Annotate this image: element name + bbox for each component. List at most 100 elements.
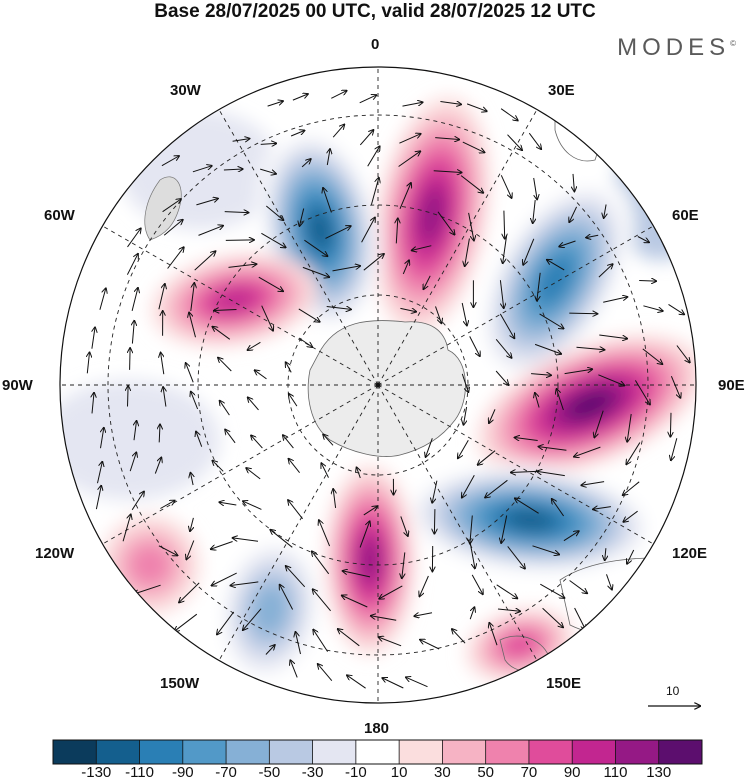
colorbar-swatch <box>226 740 270 764</box>
wind-arrow <box>225 240 254 241</box>
wind-arrow <box>228 264 257 268</box>
colorbar-label: 90 <box>563 764 581 781</box>
wind-arrow <box>402 102 423 107</box>
wind-arrow <box>196 432 203 447</box>
wind-arrow <box>312 551 330 575</box>
wind-arrow <box>563 531 579 542</box>
colorbar-label: -50 <box>258 764 281 781</box>
wind-arrow <box>258 276 283 291</box>
south-america-tip <box>144 176 182 241</box>
wind-arrow <box>363 506 377 516</box>
colorbar-label: 30 <box>434 764 451 781</box>
wind-arrow <box>396 219 398 244</box>
wind-arrow <box>361 218 375 243</box>
meridian-line <box>377 384 538 661</box>
lon-label-30e: 30E <box>548 82 575 99</box>
wind-arrow <box>643 305 662 311</box>
wind-arrow <box>191 392 199 410</box>
wind-arrow <box>129 453 136 472</box>
wind-arrow <box>435 138 459 140</box>
wind-arrow <box>318 664 333 682</box>
wind-arrow <box>670 376 680 398</box>
wind-arrow <box>359 130 373 146</box>
wind-arrow <box>420 640 440 650</box>
wind-arrow <box>598 374 624 386</box>
wind-arrow <box>189 313 196 338</box>
wind-arrow <box>313 589 331 612</box>
wind-arrow <box>399 134 420 144</box>
colorbar-swatch <box>615 740 660 764</box>
meridian-line <box>218 384 379 661</box>
wind-arrow <box>359 95 377 104</box>
wind-arrow <box>286 362 292 373</box>
positive-anomaly-80E-contour <box>567 390 613 420</box>
lon-label-120w: 120W <box>35 545 75 562</box>
lon-label-60e: 60E <box>672 207 699 224</box>
wind-arrow <box>217 611 235 635</box>
wind-arrow <box>504 210 505 239</box>
wind-arrow <box>581 481 605 486</box>
wind-arrow <box>243 608 262 630</box>
wind-arrow <box>265 645 275 655</box>
wind-arrow <box>289 394 298 407</box>
wind-arrow <box>458 440 469 458</box>
lon-label-0: 0 <box>371 36 380 53</box>
wind-arrow <box>489 623 498 646</box>
wind-arrow <box>559 240 576 247</box>
south-pole-marker <box>375 382 381 388</box>
wind-arrow <box>471 574 483 594</box>
colorbar-swatch <box>442 740 486 764</box>
wind-arrow <box>501 515 508 543</box>
negative-anomaly-45E-contour <box>536 255 574 305</box>
wind-arrow <box>270 530 293 548</box>
wind-arrow <box>134 584 161 594</box>
wind-arrow <box>261 232 285 247</box>
wind-arrow <box>379 585 403 599</box>
wind-arrow <box>535 393 540 408</box>
positive-anomaly-70W-contour <box>212 287 258 313</box>
map-border <box>59 66 697 704</box>
negative-anomaly-150W <box>214 530 326 690</box>
wind-arrow <box>225 430 236 444</box>
wind-arrow <box>489 409 496 423</box>
wind-arrow <box>426 438 433 457</box>
wind-arrow <box>412 245 432 251</box>
wind-arrow <box>462 141 485 152</box>
meridian-line <box>102 225 379 386</box>
colorbar-label: -130 <box>81 764 112 781</box>
wind-arrow <box>213 461 224 472</box>
wind-arrow <box>461 302 467 325</box>
lon-label-120e: 120E <box>672 545 708 562</box>
wind-arrow <box>122 515 131 542</box>
wind-arrow <box>523 238 535 265</box>
reference-vector-label: 10 <box>666 684 680 698</box>
colorbar-swatch <box>96 740 140 764</box>
negative-anomaly-150W-contour <box>251 583 289 637</box>
positive-anomaly-0E-contour <box>418 187 446 243</box>
coastlines <box>144 105 691 672</box>
wind-arrow <box>606 574 612 589</box>
colorbar-swatch <box>528 740 573 764</box>
wind-arrow <box>127 229 141 248</box>
wind-arrow <box>402 260 409 275</box>
wind-arrow <box>332 266 361 272</box>
wind-arrow <box>163 387 166 407</box>
wind-arrow <box>158 284 165 310</box>
wind-arrow <box>327 149 330 166</box>
latitude-circle <box>107 114 649 656</box>
wind-arrow <box>406 677 428 688</box>
wind-arrow <box>292 94 308 101</box>
wind-arrow <box>289 459 300 474</box>
wind-arrow <box>469 336 480 356</box>
wind-arrow <box>586 235 599 237</box>
wind-arrow <box>211 541 233 550</box>
wind-arrow <box>288 500 303 520</box>
brand-mark: © <box>730 39 736 48</box>
lon-label-90e: 90E <box>718 377 745 394</box>
wind-arrow <box>507 134 523 150</box>
colorbar-swatch <box>658 740 703 764</box>
colorbar-label: -110 <box>125 764 154 781</box>
wind-arrow <box>261 305 273 331</box>
wind-arrow <box>468 212 474 241</box>
wind-arrow <box>569 580 588 594</box>
